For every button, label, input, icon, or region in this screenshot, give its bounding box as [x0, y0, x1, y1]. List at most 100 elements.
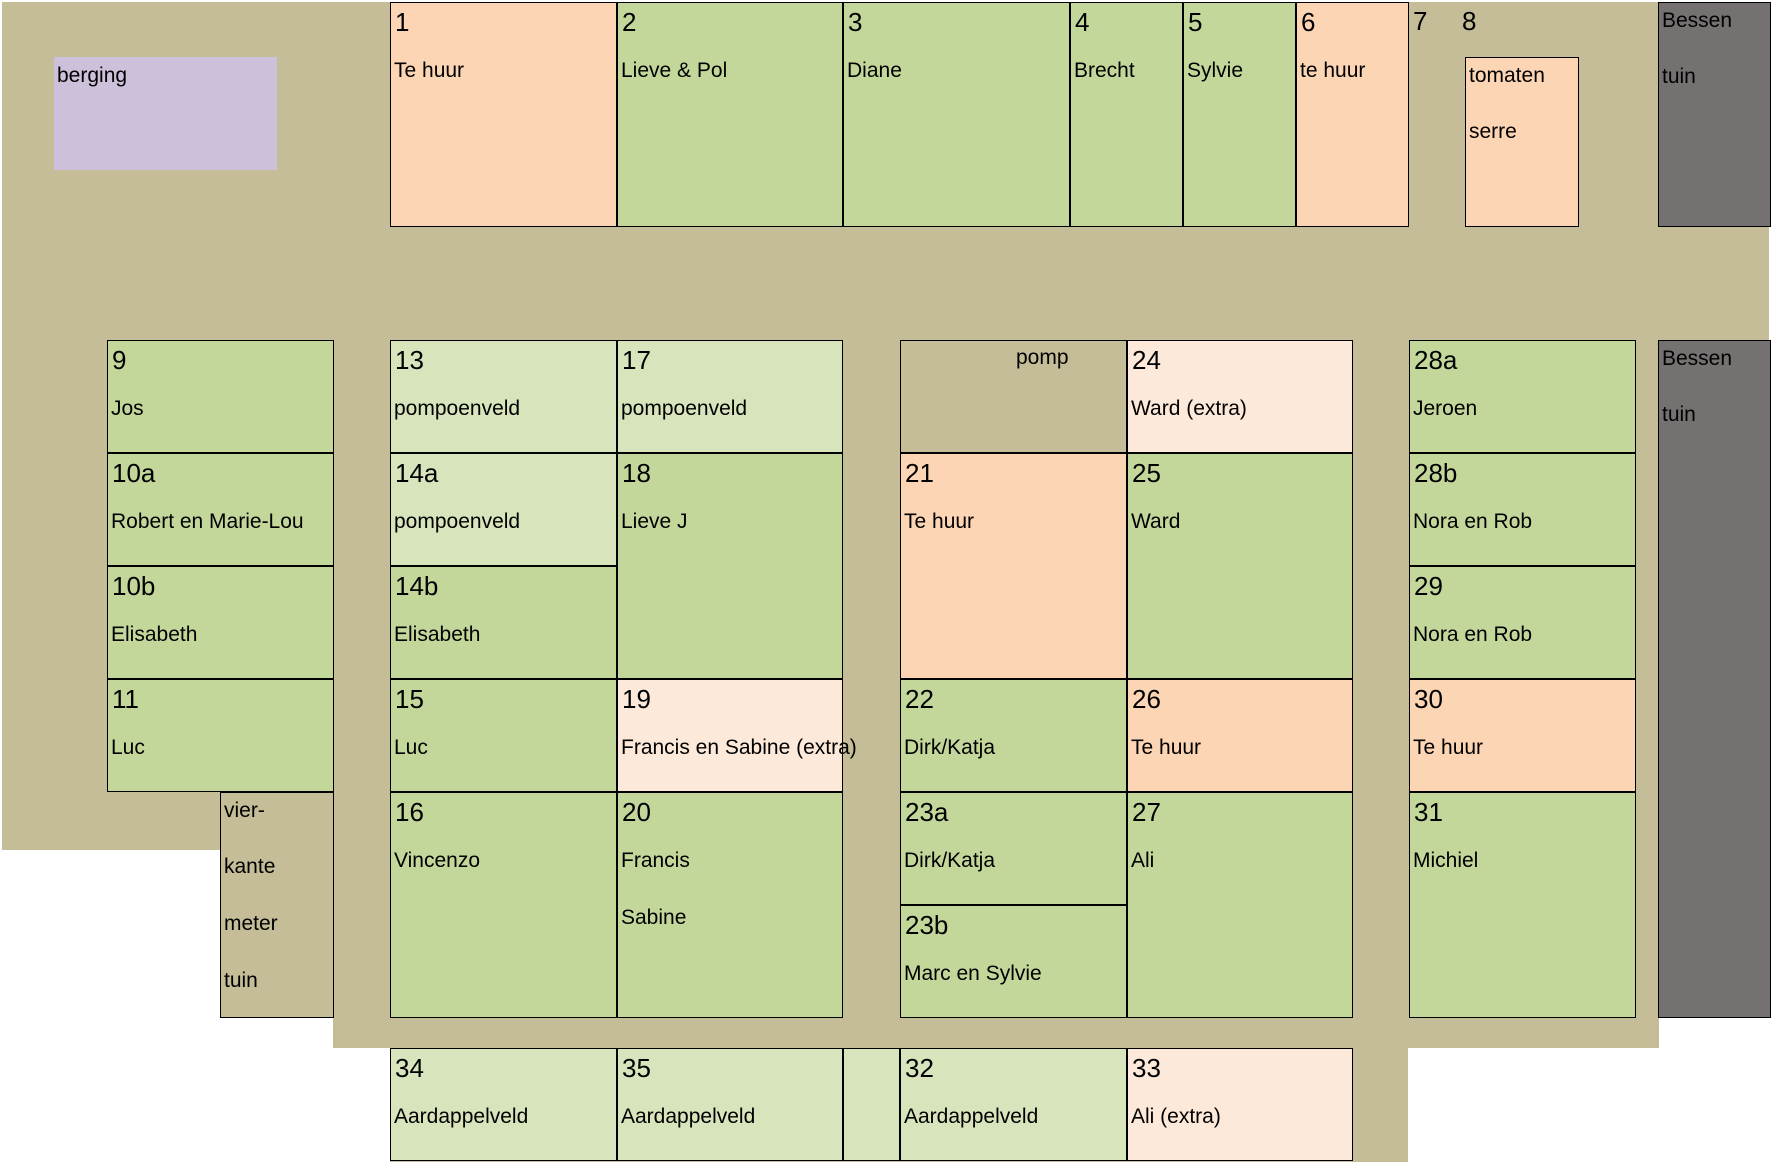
plot-number: 27: [1132, 797, 1161, 827]
plot-label: berging: [57, 64, 128, 87]
plot-number: 9: [112, 345, 127, 375]
plot-number: 6: [1301, 7, 1316, 37]
plot-label: Dirk/Katja: [904, 736, 996, 759]
plot-label: Sabine: [621, 906, 687, 929]
plot-label: tuin: [224, 969, 258, 992]
plot-label: serre: [1469, 120, 1517, 143]
plot-label: Bessen: [1662, 347, 1733, 370]
plot-number: 19: [622, 684, 651, 714]
plot-number: 34: [395, 1053, 424, 1083]
plot-label: pompoenveld: [621, 397, 748, 420]
plot-label: Te huur: [1131, 736, 1202, 759]
plot-30: 30 Te huur: [1409, 679, 1636, 792]
plot-22: 22 Dirk/Katja: [900, 679, 1127, 792]
plot-label: Luc: [394, 736, 428, 759]
plot-label: Marc en Sylvie: [904, 962, 1042, 985]
plot-8: 8: [1458, 2, 1538, 62]
plot-31: 31 Michiel: [1409, 792, 1636, 1018]
plot-number: 31: [1414, 797, 1443, 827]
plot-3: 3 Diane: [843, 2, 1070, 227]
plot-10b: 10b Elisabeth: [107, 566, 334, 679]
plot-label: pompoenveld: [394, 510, 521, 533]
plot-label: Ali: [1131, 849, 1155, 872]
plot-label: Elisabeth: [111, 623, 198, 646]
plot-number: 32: [905, 1053, 934, 1083]
plot-number: 23a: [905, 797, 949, 827]
plot-29: 29 Nora en Rob: [1409, 566, 1636, 679]
plot-25: 25 Ward: [1127, 453, 1353, 679]
plot-label: Bessen: [1662, 9, 1733, 32]
plot-24: 24 Ward (extra): [1127, 340, 1353, 453]
plot-number: 14a: [395, 458, 439, 488]
plot-label: Te huur: [1413, 736, 1484, 759]
plot-number: 15: [395, 684, 424, 714]
plot-label: Jos: [111, 397, 144, 420]
plot-label: meter: [224, 912, 278, 935]
plot-17: 17 pompoenveld: [617, 340, 843, 453]
plot-2: 2 Lieve & Pol: [617, 2, 843, 227]
plot-number: 26: [1132, 684, 1161, 714]
plot-serre: tomaten serre: [1465, 57, 1579, 227]
plot-number: 23b: [905, 910, 949, 940]
plot-number: 8: [1462, 6, 1477, 36]
plot-number: 21: [905, 458, 934, 488]
plot-label: Michiel: [1413, 849, 1479, 872]
plot-label: Elisabeth: [394, 623, 481, 646]
plot-berging: berging: [54, 57, 277, 170]
plot-label: Te huur: [904, 510, 975, 533]
plot-number: 30: [1414, 684, 1443, 714]
plot-28a: 28a Jeroen: [1409, 340, 1636, 453]
plot-label: Francis: [621, 849, 690, 872]
plot-5: 5 Sylvie: [1183, 2, 1296, 227]
plot-27: 27 Ali: [1127, 792, 1353, 1018]
plot-number: 33: [1132, 1053, 1161, 1083]
plot-label: Ward (extra): [1131, 397, 1247, 420]
plot-label: Ali (extra): [1131, 1105, 1221, 1128]
plot-number: 22: [905, 684, 934, 714]
plot-6: 6 te huur: [1296, 2, 1409, 227]
plot-label: tuin: [1662, 403, 1696, 426]
plot-number: 1: [395, 7, 410, 37]
plot-15: 15 Luc: [390, 679, 617, 792]
plot-number: 28a: [1414, 345, 1458, 375]
plot-number: 28b: [1414, 458, 1458, 488]
plot-label: tuin: [1662, 65, 1696, 88]
plot-23b: 23b Marc en Sylvie: [900, 905, 1127, 1018]
plot-label: Vincenzo: [394, 849, 481, 872]
plot-label: kante: [224, 855, 276, 878]
plot-label: Aardappelveld: [621, 1105, 756, 1128]
plot-9: 9 Jos: [107, 340, 334, 453]
plot-number: 20: [622, 797, 651, 827]
plot-label: vier-: [224, 799, 265, 822]
plot-label: Jeroen: [1413, 397, 1478, 420]
plot-label: Te huur: [394, 59, 465, 82]
plot-bessen-right: Bessen tuin: [1658, 340, 1771, 1018]
plot-number: 18: [622, 458, 651, 488]
plot-label: Brecht: [1074, 59, 1135, 82]
plot-20: 20 Francis Sabine: [617, 792, 843, 1018]
plot-18: 18 Lieve J: [617, 453, 843, 679]
plot-vierkante: vier-kante meter tuin: [220, 792, 334, 1018]
plot-label: Nora en Rob: [1413, 623, 1533, 646]
plot-number: 3: [848, 7, 863, 37]
plot-label: Robert en Marie-Lou: [111, 510, 304, 533]
plot-21: 21 Te huur: [900, 453, 1127, 679]
plot-34: 34 Aardappelveld: [390, 1048, 617, 1161]
plot-label: Francis en Sabine (extra): [621, 736, 857, 759]
plot-13: 13 pompoenveld: [390, 340, 617, 453]
plot-number: 5: [1188, 7, 1203, 37]
plot-7: 7: [1409, 2, 1459, 62]
plot-label: Diane: [847, 59, 902, 82]
plot-label: Dirk/Katja: [904, 849, 996, 872]
plot-number: 10a: [112, 458, 156, 488]
plot-pomp: pomp: [900, 340, 1127, 453]
plot-number: 29: [1414, 571, 1443, 601]
plot-number: 11: [112, 684, 139, 714]
plot-35: 35 Aardappelveld: [617, 1048, 843, 1161]
plot-number: 10b: [112, 571, 156, 601]
plot-number: 7: [1413, 6, 1428, 36]
plot-label: pomp: [1016, 346, 1069, 369]
plot-label: Ward: [1131, 510, 1181, 533]
plot-label: Lieve J: [621, 510, 688, 533]
